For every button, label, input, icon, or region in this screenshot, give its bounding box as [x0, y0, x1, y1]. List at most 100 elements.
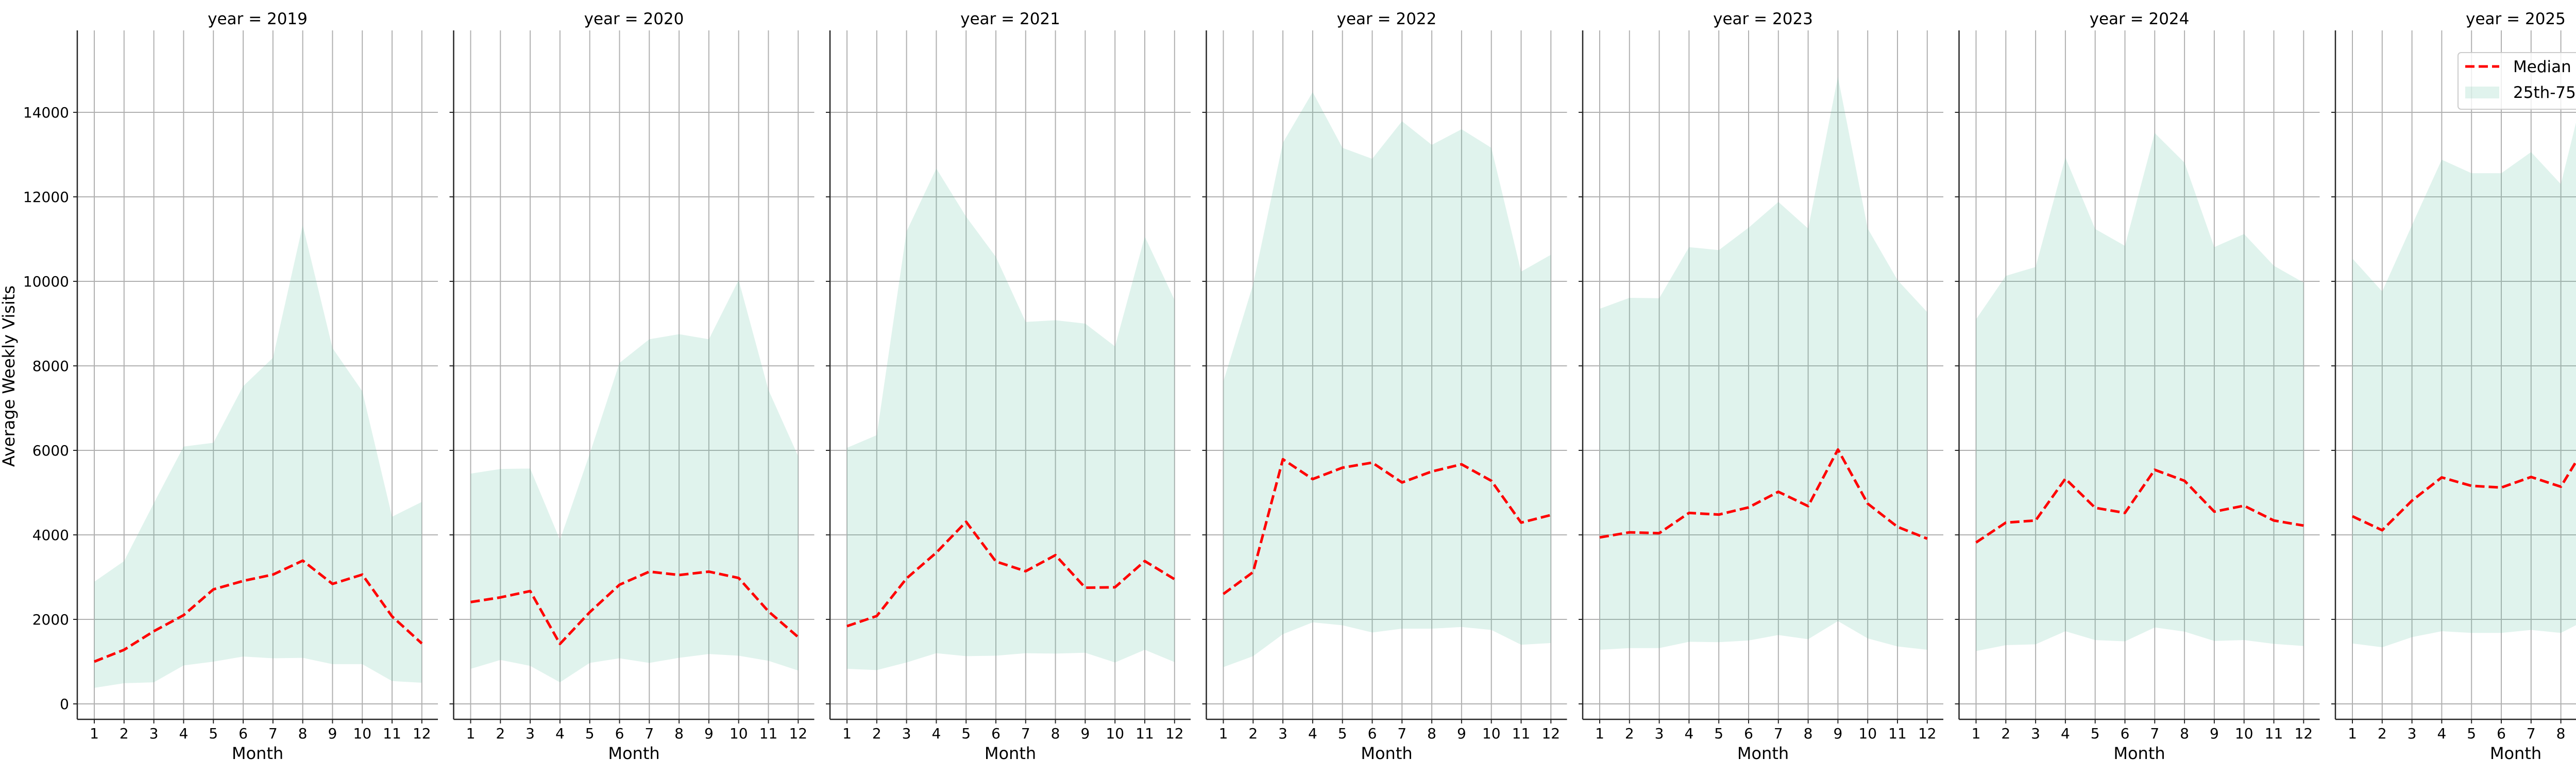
y-tick-label: 2000: [32, 611, 69, 628]
median-line: [2351, 459, 2576, 532]
x-tick-label: 10: [1482, 725, 1501, 742]
x-tick-label: 11: [759, 725, 778, 742]
x-tick-label: 5: [1338, 725, 1347, 742]
x-tick-label: 2: [872, 725, 882, 742]
x-tick-label: 10: [353, 725, 371, 742]
percentile-band: [1976, 133, 2304, 651]
y-tick-label: 12000: [23, 189, 69, 206]
x-tick-label: 4: [179, 725, 188, 742]
x-tick-label: 12: [789, 725, 807, 742]
x-tick-label: 5: [585, 725, 595, 742]
facet-title: year = 2023: [1713, 10, 1813, 28]
x-tick-label: 3: [149, 725, 159, 742]
x-tick-label: 3: [526, 725, 535, 742]
x-tick-label: 12: [1165, 725, 1184, 742]
x-tick-label: 7: [2527, 725, 2536, 742]
legend-median-label: Median: [2513, 58, 2571, 76]
x-tick-label: 9: [704, 725, 714, 742]
median-line: [94, 559, 423, 663]
x-tick-label: 7: [1774, 725, 1783, 742]
x-tick-label: 10: [730, 725, 748, 742]
x-tick-label: 5: [1714, 725, 1723, 742]
x-tick-label: 10: [2235, 725, 2253, 742]
x-tick-label: 7: [1397, 725, 1406, 742]
grid-lines: [1583, 30, 1943, 719]
x-tick-label: 5: [2467, 725, 2476, 742]
x-tick-label: 11: [383, 725, 401, 742]
x-tick-label: 1: [842, 725, 852, 742]
x-tick-label: 6: [239, 725, 248, 742]
x-axis-label: Month: [1361, 744, 1412, 763]
x-tick-label: 3: [902, 725, 911, 742]
y-tick-label: 4000: [32, 527, 69, 544]
x-axis-label: Month: [1737, 744, 1789, 763]
x-tick-label: 1: [1595, 725, 1604, 742]
x-tick-label: 9: [1833, 725, 1842, 742]
x-tick-label: 2: [2378, 725, 2387, 742]
y-tick-label: 8000: [32, 358, 69, 375]
percentile-band: [1223, 92, 1551, 667]
x-tick-label: 12: [413, 725, 431, 742]
x-tick-label: 6: [1368, 725, 1377, 742]
median-line: [846, 520, 1176, 628]
x-tick-label: 3: [2408, 725, 2417, 742]
grid-lines: [1206, 30, 1567, 719]
x-tick-label: 1: [1972, 725, 1981, 742]
facet-title: year = 2024: [2090, 10, 2190, 28]
x-tick-label: 8: [2556, 725, 2566, 742]
facet-title: year = 2019: [208, 10, 308, 28]
x-tick-label: 9: [2210, 725, 2219, 742]
x-tick-label: 12: [1541, 725, 1560, 742]
x-tick-label: 2: [496, 725, 505, 742]
x-tick-label: 7: [2150, 725, 2159, 742]
x-tick-label: 9: [1080, 725, 1090, 742]
y-tick-label: 14000: [23, 104, 69, 121]
x-tick-label: 4: [1684, 725, 1693, 742]
x-axis-label: Month: [608, 744, 659, 763]
x-tick-label: 2: [120, 725, 129, 742]
x-axis-label: Month: [2113, 744, 2165, 763]
x-tick-label: 2: [1248, 725, 1258, 742]
legend-band-swatch: [2465, 87, 2499, 98]
x-tick-label: 8: [2180, 725, 2189, 742]
x-tick-label: 8: [1804, 725, 1813, 742]
x-tick-label: 8: [1427, 725, 1436, 742]
x-tick-label: 4: [1308, 725, 1317, 742]
x-tick-label: 9: [328, 725, 337, 742]
x-tick-label: 2: [2001, 725, 2010, 742]
x-tick-label: 6: [2121, 725, 2130, 742]
x-tick-label: 6: [2497, 725, 2506, 742]
x-tick-label: 11: [1888, 725, 1907, 742]
x-axis-label: Month: [232, 744, 283, 763]
y-axis-label: Average Weekly Visits: [0, 285, 19, 467]
x-tick-label: 2: [1625, 725, 1634, 742]
percentile-band: [1600, 77, 1927, 650]
percentile-band: [94, 225, 422, 688]
y-tick-label: 6000: [32, 442, 69, 459]
y-tick-label: 0: [60, 696, 69, 713]
x-tick-label: 8: [674, 725, 684, 742]
x-tick-label: 1: [466, 725, 476, 742]
x-tick-label: 12: [2294, 725, 2313, 742]
facet-title: year = 2020: [584, 10, 684, 28]
grid-lines: [453, 30, 815, 719]
x-tick-label: 12: [1918, 725, 1937, 742]
x-tick-label: 1: [1219, 725, 1228, 742]
x-tick-label: 11: [2265, 725, 2283, 742]
x-tick-label: 3: [2031, 725, 2040, 742]
percentile-band: [470, 280, 799, 683]
x-tick-label: 5: [2091, 725, 2100, 742]
x-tick-label: 4: [2061, 725, 2070, 742]
x-tick-label: 4: [555, 725, 565, 742]
grid-lines: [77, 30, 438, 719]
grid-lines: [1959, 30, 2320, 719]
x-tick-label: 6: [991, 725, 1001, 742]
